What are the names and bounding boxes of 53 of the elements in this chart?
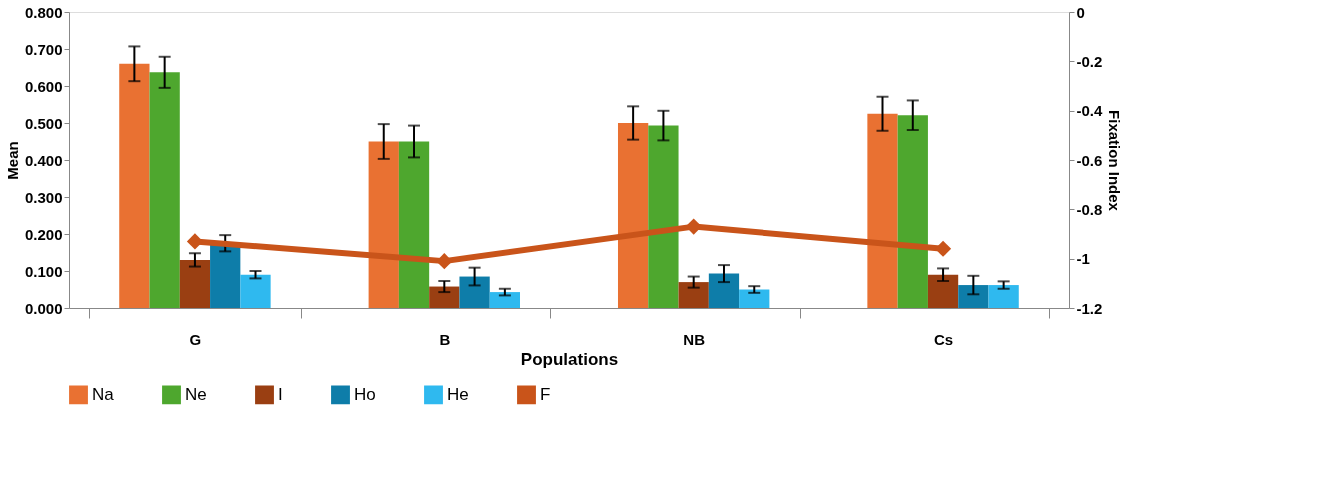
y-tick-label: 0.600 [24,77,63,95]
y2-tick-label: -0.8 [1076,200,1103,218]
bar [867,113,898,308]
y-axis-title: Mean [3,141,21,180]
y2-axis-title: Fixation Index [1106,110,1124,212]
y-tick-label: 0.500 [24,114,63,132]
y-tick-label: 0.200 [24,225,63,243]
point [685,218,702,235]
y2-tick-label: -0.6 [1076,151,1103,169]
legend-label: Ne [185,384,207,404]
bar [617,123,649,308]
x-tick-label: B [439,330,451,348]
bar [708,273,740,308]
bar [179,259,211,308]
y-tick-label: 0.700 [24,40,63,58]
legend-label: I [278,384,283,404]
y2-tick-label: -1.2 [1076,299,1103,317]
bar [988,285,1019,308]
y-tick-label: 0.100 [24,262,63,280]
point [186,233,203,250]
bar [459,276,490,308]
bar [927,274,959,308]
y2-tick-label: -0.4 [1076,102,1103,120]
y-tick-label: 0.400 [24,151,63,169]
legend-label: F [540,384,551,404]
x-tick-label: Cs [933,330,954,348]
y-tick-label: 0.000 [24,299,63,317]
bar [240,274,271,308]
bar [739,289,770,308]
y2-tick-label: -0.2 [1076,52,1103,70]
bar [489,292,521,308]
y2-tick-label: -1 [1076,250,1090,268]
point [436,253,453,270]
bar [149,72,180,308]
bar [678,282,709,308]
bar [897,115,928,308]
bar [210,243,241,308]
legend-label: Ho [354,384,376,404]
x-tick-label: G [189,330,202,348]
bar [368,141,399,308]
y2-tick-label: 0 [1076,3,1085,21]
y-tick-label: 0.300 [24,188,63,206]
legend-label: He [447,384,469,404]
x-axis-title: Populations [520,349,619,369]
bar [119,63,150,308]
legend-label: Na [92,384,115,404]
y-tick-label: 0.800 [24,3,63,21]
bar [398,141,430,308]
point [935,240,952,257]
x-tick-label: NB [683,330,706,348]
bar [958,285,989,308]
bar [648,125,679,308]
bar [429,286,460,308]
